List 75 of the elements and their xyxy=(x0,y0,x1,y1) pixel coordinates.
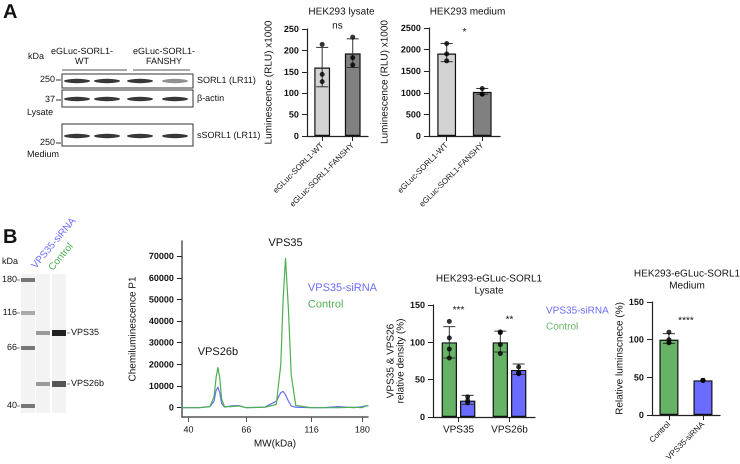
text: VPS35-siRNA xyxy=(546,306,610,316)
x-axis-title: MW(kDa) xyxy=(254,438,296,450)
y-tick-label: 30000 xyxy=(148,338,174,348)
y-tick-label: 60000 xyxy=(148,272,174,283)
chart-title: HEK293 lysate xyxy=(308,6,376,18)
text: 180 xyxy=(2,274,17,285)
annotation: ** xyxy=(506,314,514,326)
text: 37 xyxy=(44,94,55,105)
text: B xyxy=(3,226,18,248)
y-tick-label: 150 xyxy=(284,66,299,77)
annotation: VPS35 xyxy=(268,236,303,249)
chart-title: HEK293-eGLuc-SORL1 Lysate xyxy=(436,274,543,296)
y-axis-title: Relative luminscnece (%) xyxy=(614,302,626,415)
annotation: **** xyxy=(678,316,694,327)
y-tick-label: 2000 xyxy=(400,44,421,55)
x-tick-label: 116 xyxy=(304,424,319,434)
y-tick-label: 50000 xyxy=(148,294,174,304)
y-axis-title: Luminescence (RLU) x1000 xyxy=(263,20,274,144)
text: eGLuc-SORL1- FANSHY xyxy=(132,46,196,67)
text: Lysate xyxy=(27,107,54,118)
y-tick-label: 0 xyxy=(416,131,421,141)
annotation: VPS26b xyxy=(198,346,238,358)
y-tick-label: 40000 xyxy=(148,316,174,326)
y-tick-label: 200 xyxy=(284,45,299,56)
y-tick-label: 50 xyxy=(414,374,425,385)
text: Medium xyxy=(27,149,60,160)
text: kDa xyxy=(28,51,44,62)
y-tick-label: 100 xyxy=(628,334,644,345)
text: VPS35 xyxy=(71,327,100,338)
text: 116 xyxy=(2,307,17,318)
chart-title: HEK293-eGLuc-SORL1 Medium xyxy=(634,268,740,292)
x-tick-label: VPS26b xyxy=(491,424,528,436)
y-tick-label: 50 xyxy=(634,372,644,382)
y-axis-title: VPS35 & VPS26 relative density (%) xyxy=(386,318,407,404)
text: VPS26b xyxy=(71,378,104,389)
y-tick-label: 250 xyxy=(284,24,299,34)
y-tick-label: 500 xyxy=(406,109,421,120)
y-tick-label: 150 xyxy=(628,297,644,307)
x-tick-label: 40 xyxy=(183,424,194,434)
text: VPS35-siRNA xyxy=(308,282,378,294)
y-tick-label: 0 xyxy=(294,131,299,141)
y-tick-label: 0 xyxy=(638,410,644,420)
annotation: * xyxy=(462,27,467,38)
chart-title: HEK293 medium xyxy=(430,6,506,18)
y-tick-label: 2500 xyxy=(400,23,421,33)
text: A xyxy=(3,1,18,23)
text: sSORL1 (LR11) xyxy=(197,130,260,141)
x-tick-label: VPS35 xyxy=(442,424,474,436)
y-tick-label: 1000 xyxy=(400,88,421,98)
y-tick-label: 0 xyxy=(420,412,425,422)
text: Control xyxy=(546,322,578,332)
text: eGLuc-SORL1- WT xyxy=(50,46,114,67)
text: 66 xyxy=(6,342,17,353)
y-tick-label: 0 xyxy=(168,402,174,413)
y-tick-label: 20000 xyxy=(148,359,174,370)
annotation: ns xyxy=(332,20,343,32)
text: 40 xyxy=(6,400,17,411)
y-tick-label: 70000 xyxy=(148,251,174,262)
text: 250 xyxy=(40,74,55,85)
y-tick-label: 100 xyxy=(284,88,299,98)
y-tick-label: 10000 xyxy=(148,381,174,392)
y-tick-label: 50 xyxy=(288,110,299,120)
text: kDa xyxy=(2,256,18,267)
text: SORL1 (LR11) xyxy=(197,75,256,86)
y-tick-label: 100 xyxy=(410,337,425,348)
x-tick-label: 66 xyxy=(241,424,252,434)
y-axis-title: Chemiluminescence P1 xyxy=(128,276,138,382)
text: β-actin xyxy=(197,93,224,104)
text: 250 xyxy=(40,137,55,148)
x-tick-label: 180 xyxy=(354,424,370,434)
y-axis-title: Luminescence (RLU) x1000 xyxy=(380,20,390,144)
series-label: Control xyxy=(308,298,344,310)
y-tick-label: 150 xyxy=(410,300,425,310)
annotation: *** xyxy=(452,304,464,316)
y-tick-label: 1500 xyxy=(400,66,421,76)
